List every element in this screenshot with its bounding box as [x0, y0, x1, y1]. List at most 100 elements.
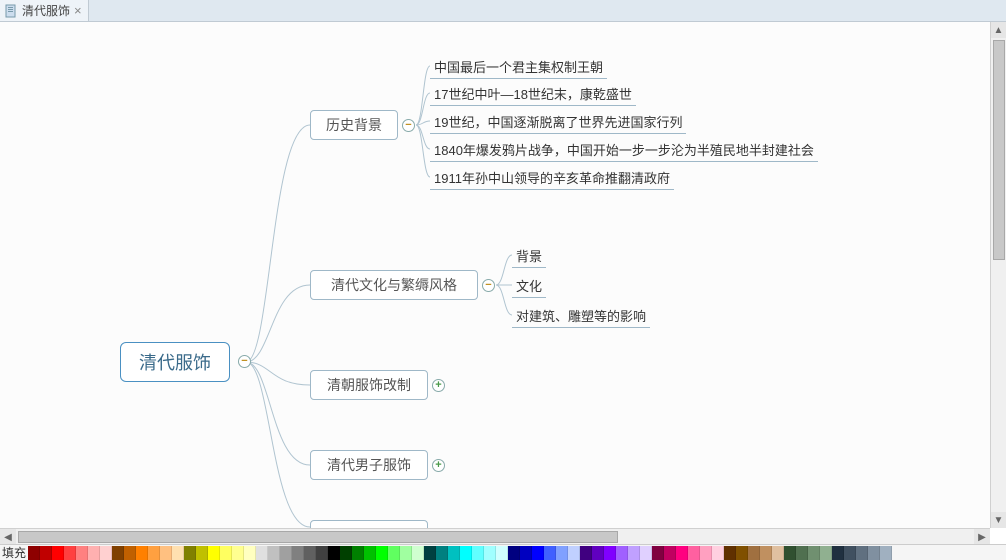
color-swatch[interactable]	[184, 546, 196, 560]
color-swatch[interactable]	[40, 546, 52, 560]
color-swatch[interactable]	[100, 546, 112, 560]
color-swatch[interactable]	[364, 546, 376, 560]
color-swatch[interactable]	[652, 546, 664, 560]
color-swatch[interactable]	[832, 546, 844, 560]
color-swatch[interactable]	[352, 546, 364, 560]
color-swatch[interactable]	[772, 546, 784, 560]
color-swatch[interactable]	[640, 546, 652, 560]
sub-node[interactable]: 清代文化与繁缛风格	[310, 270, 478, 300]
color-swatch[interactable]	[400, 546, 412, 560]
leaf-node[interactable]: 19世纪，中国逐渐脱离了世界先进国家行列	[430, 112, 686, 134]
color-swatch[interactable]	[724, 546, 736, 560]
horizontal-scrollbar[interactable]: ◀ ▶	[0, 528, 990, 544]
color-swatch[interactable]	[496, 546, 508, 560]
toggle-root[interactable]: −	[238, 355, 251, 368]
color-swatch[interactable]	[280, 546, 292, 560]
color-swatch[interactable]	[64, 546, 76, 560]
color-swatch[interactable]	[196, 546, 208, 560]
color-swatch[interactable]	[736, 546, 748, 560]
scroll-right-icon[interactable]: ▶	[974, 529, 990, 544]
sub-node[interactable]: 清朝服饰改制	[310, 370, 428, 400]
leaf-node[interactable]: 对建筑、雕塑等的影响	[512, 306, 650, 328]
color-swatch[interactable]	[376, 546, 388, 560]
color-swatch[interactable]	[880, 546, 892, 560]
scroll-left-icon[interactable]: ◀	[0, 529, 16, 544]
color-swatch[interactable]	[88, 546, 100, 560]
color-swatch[interactable]	[472, 546, 484, 560]
vertical-scroll-thumb[interactable]	[993, 40, 1005, 260]
color-swatch[interactable]	[520, 546, 532, 560]
color-swatch[interactable]	[556, 546, 568, 560]
toggle-sub[interactable]: +	[432, 459, 445, 472]
horizontal-scroll-thumb[interactable]	[18, 531, 618, 543]
color-swatch[interactable]	[628, 546, 640, 560]
color-swatch[interactable]	[436, 546, 448, 560]
leaf-node[interactable]: 背景	[512, 246, 546, 268]
color-swatch[interactable]	[508, 546, 520, 560]
color-swatch[interactable]	[820, 546, 832, 560]
color-swatch[interactable]	[52, 546, 64, 560]
color-swatch[interactable]	[448, 546, 460, 560]
color-swatch[interactable]	[244, 546, 256, 560]
document-tab[interactable]: 清代服饰 ×	[0, 0, 89, 21]
color-swatch[interactable]	[28, 546, 40, 560]
color-swatch[interactable]	[304, 546, 316, 560]
color-swatch[interactable]	[844, 546, 856, 560]
color-swatch[interactable]	[592, 546, 604, 560]
color-swatch[interactable]	[160, 546, 172, 560]
color-swatch[interactable]	[748, 546, 760, 560]
color-swatch[interactable]	[568, 546, 580, 560]
color-swatch[interactable]	[316, 546, 328, 560]
color-swatch[interactable]	[460, 546, 472, 560]
color-swatch[interactable]	[124, 546, 136, 560]
color-swatch[interactable]	[388, 546, 400, 560]
color-swatch[interactable]	[604, 546, 616, 560]
color-swatch[interactable]	[136, 546, 148, 560]
color-swatch[interactable]	[688, 546, 700, 560]
color-swatch[interactable]	[76, 546, 88, 560]
color-swatch[interactable]	[760, 546, 772, 560]
mindmap-canvas[interactable]: 清代服饰−历史背景−清代文化与繁缛风格−清朝服饰改制+清代男子服饰+中国最后一个…	[0, 22, 1006, 528]
color-swatch[interactable]	[700, 546, 712, 560]
scroll-up-icon[interactable]: ▲	[991, 22, 1006, 38]
leaf-node[interactable]: 1911年孙中山领导的辛亥革命推翻清政府	[430, 168, 674, 190]
color-swatch[interactable]	[784, 546, 796, 560]
color-swatch[interactable]	[412, 546, 424, 560]
toggle-sub[interactable]: +	[432, 379, 445, 392]
tab-close-icon[interactable]: ×	[74, 3, 82, 18]
color-swatch[interactable]	[712, 546, 724, 560]
sub-node[interactable]: 清代男子服饰	[310, 450, 428, 480]
root-node[interactable]: 清代服饰	[120, 342, 230, 382]
color-swatch[interactable]	[292, 546, 304, 560]
color-swatch[interactable]	[616, 546, 628, 560]
scroll-down-icon[interactable]: ▼	[991, 512, 1006, 528]
color-swatch[interactable]	[868, 546, 880, 560]
color-swatch[interactable]	[148, 546, 160, 560]
color-swatch[interactable]	[664, 546, 676, 560]
leaf-node[interactable]: 中国最后一个君主集权制王朝	[430, 57, 607, 79]
color-swatch[interactable]	[484, 546, 496, 560]
color-swatch[interactable]	[424, 546, 436, 560]
sub-node[interactable]: 历史背景	[310, 110, 398, 140]
color-swatch[interactable]	[268, 546, 280, 560]
color-swatch[interactable]	[796, 546, 808, 560]
vertical-scrollbar[interactable]: ▲ ▼	[990, 22, 1006, 528]
color-swatch[interactable]	[172, 546, 184, 560]
leaf-node[interactable]: 17世纪中叶—18世纪末，康乾盛世	[430, 84, 636, 106]
color-swatch[interactable]	[328, 546, 340, 560]
color-swatch[interactable]	[676, 546, 688, 560]
color-swatch[interactable]	[544, 546, 556, 560]
leaf-node[interactable]: 1840年爆发鸦片战争，中国开始一步一步沦为半殖民地半封建社会	[430, 140, 818, 162]
toggle-sub[interactable]: −	[402, 119, 415, 132]
color-swatch[interactable]	[340, 546, 352, 560]
color-swatch[interactable]	[808, 546, 820, 560]
color-swatch[interactable]	[112, 546, 124, 560]
color-swatch[interactable]	[232, 546, 244, 560]
toggle-sub[interactable]: −	[482, 279, 495, 292]
color-swatch[interactable]	[256, 546, 268, 560]
color-swatch[interactable]	[208, 546, 220, 560]
color-swatch[interactable]	[580, 546, 592, 560]
leaf-node[interactable]: 文化	[512, 276, 546, 298]
color-swatch[interactable]	[856, 546, 868, 560]
color-swatch[interactable]	[220, 546, 232, 560]
